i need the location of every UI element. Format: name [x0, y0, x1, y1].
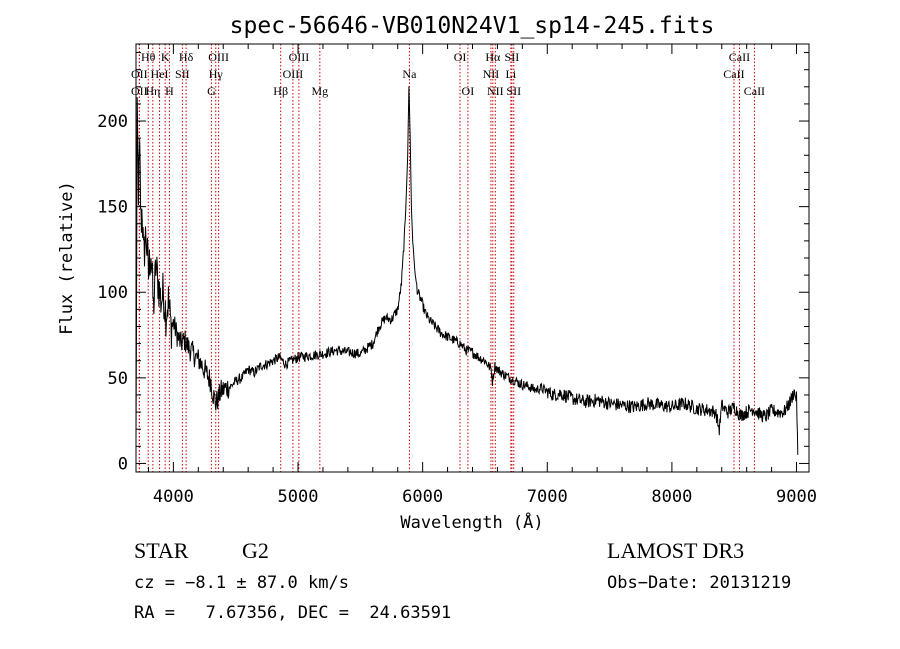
- spectral-line-label: G: [207, 84, 216, 98]
- redshift-text: cz = −8.1 ± 87.0 km/s: [134, 573, 349, 593]
- chart-title: spec-56646-VB010N24V1_sp14-245.fits: [230, 13, 715, 39]
- y-tick-label: 0: [118, 454, 128, 474]
- spectral-line-label: OI: [462, 84, 475, 98]
- spectral-line-label: Hδ: [179, 50, 194, 64]
- spectral-line-label: OIII: [289, 50, 310, 64]
- x-tick-label: 9000: [776, 487, 817, 507]
- flux-series-line: [135, 86, 799, 455]
- spectral-line-label: SII: [505, 50, 520, 64]
- spectral-line-label: OII: [131, 84, 148, 98]
- spectral-line-label: Hθ: [141, 50, 156, 64]
- y-axis-label: Flux (relative): [57, 181, 77, 335]
- spectral-line-label: Li: [506, 67, 517, 81]
- spectral-line-label: SII: [175, 67, 190, 81]
- survey-name: LAMOST DR3: [607, 538, 745, 563]
- spectral-line-label: NII: [483, 67, 500, 81]
- spectral-line-label: CaII: [744, 84, 765, 98]
- spectral-line-label: K: [161, 50, 170, 64]
- spectral-line-label: Hη: [145, 84, 160, 98]
- plot-frame: [135, 43, 810, 473]
- object-class: STAR: [134, 538, 189, 563]
- x-tick-label: 5000: [278, 487, 319, 507]
- x-tick-label: 8000: [651, 487, 692, 507]
- spectral-line-label: HeI: [151, 67, 169, 81]
- spectral-line-label: OIII: [283, 67, 304, 81]
- spectral-line-label: Hγ: [209, 67, 224, 81]
- spectral-line-label: NII: [487, 84, 504, 98]
- x-tick-label: 7000: [527, 487, 568, 507]
- y-tick-label: 200: [97, 112, 128, 132]
- y-tick-label: 100: [97, 283, 128, 303]
- x-tick-label: 4000: [153, 487, 194, 507]
- spectral-line-label: OI: [454, 50, 467, 64]
- spectral-line-label: Na: [402, 67, 417, 81]
- x-axis-label: Wavelength (Å): [400, 511, 543, 533]
- x-tick-label: 6000: [402, 487, 443, 507]
- spectral-line-label: H: [165, 84, 174, 98]
- coordinates-text: RA = 7.67356, DEC = 24.63591: [134, 603, 452, 623]
- spectral-line-label: CaII: [729, 50, 750, 64]
- spectral-line-label: Hα: [485, 50, 501, 64]
- spectral-line-label: OII: [131, 67, 148, 81]
- spectral-line-label: Hβ: [273, 84, 288, 98]
- spectral-line-label: Mg: [311, 84, 328, 98]
- spectral-line-label: SII: [506, 84, 521, 98]
- object-subclass: G2: [242, 538, 269, 563]
- obs-date: Obs−Date: 20131219: [607, 573, 792, 593]
- spectral-line-label: CaII: [723, 67, 744, 81]
- y-tick-label: 50: [108, 369, 128, 389]
- y-tick-label: 150: [97, 198, 128, 218]
- spectral-line-label: OIII: [208, 50, 229, 64]
